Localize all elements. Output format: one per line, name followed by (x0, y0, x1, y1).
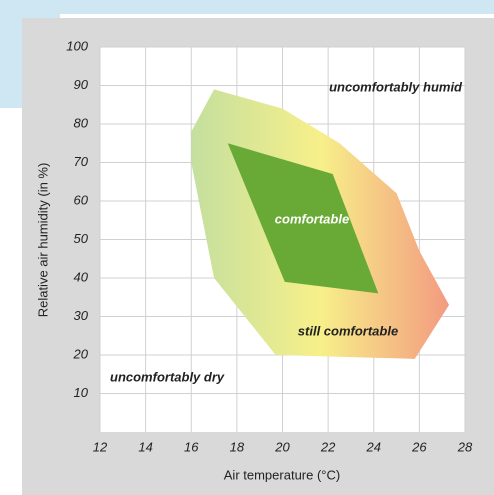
annotation: still comfortable (298, 323, 398, 338)
y-tick-label: 100 (66, 38, 88, 53)
x-tick-label: 14 (138, 439, 152, 454)
x-tick-label: 22 (320, 439, 336, 454)
background-band (0, 0, 494, 14)
x-tick-label: 12 (93, 439, 108, 454)
region (227, 143, 379, 294)
y-tick-label: 40 (74, 269, 89, 284)
y-tick-label: 30 (74, 308, 89, 323)
annotation: uncomfortably dry (110, 369, 225, 384)
y-tick-label: 90 (74, 77, 89, 92)
x-axis-label: Air temperature (°C) (224, 467, 340, 482)
x-tick-label: 16 (184, 439, 199, 454)
x-tick-label: 20 (274, 439, 290, 454)
x-tick-label: 24 (366, 439, 381, 454)
y-tick-label: 60 (74, 192, 89, 207)
x-tick-label: 28 (457, 439, 473, 454)
y-tick-label: 10 (74, 385, 89, 400)
y-axis-label: Relative air humidity (in %) (35, 163, 50, 318)
y-tick-label: 70 (74, 154, 89, 169)
annotation: uncomfortably humid (329, 79, 463, 94)
x-tick-label: 26 (411, 439, 427, 454)
y-tick-label: 50 (74, 231, 89, 246)
y-tick-label: 80 (74, 115, 89, 130)
x-tick-label: 18 (230, 439, 245, 454)
annotation: comfortable (275, 211, 349, 226)
y-tick-label: 20 (73, 346, 89, 361)
